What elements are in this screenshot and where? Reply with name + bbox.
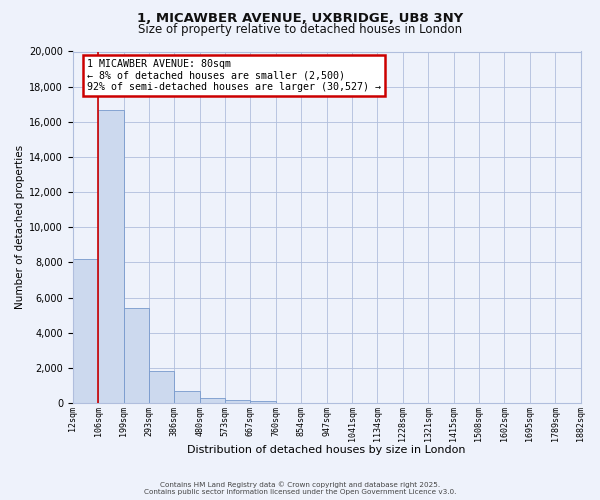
Text: Size of property relative to detached houses in London: Size of property relative to detached ho… bbox=[138, 22, 462, 36]
Text: Contains HM Land Registry data © Crown copyright and database right 2025.: Contains HM Land Registry data © Crown c… bbox=[160, 481, 440, 488]
Text: 1 MICAWBER AVENUE: 80sqm
← 8% of detached houses are smaller (2,500)
92% of semi: 1 MICAWBER AVENUE: 80sqm ← 8% of detache… bbox=[87, 58, 381, 92]
Text: Contains public sector information licensed under the Open Government Licence v3: Contains public sector information licen… bbox=[144, 489, 456, 495]
Bar bbox=[250, 402, 276, 403]
Bar bbox=[175, 391, 200, 403]
Bar bbox=[225, 400, 250, 403]
Bar bbox=[200, 398, 225, 403]
Text: 1, MICAWBER AVENUE, UXBRIDGE, UB8 3NY: 1, MICAWBER AVENUE, UXBRIDGE, UB8 3NY bbox=[137, 12, 463, 26]
Y-axis label: Number of detached properties: Number of detached properties bbox=[15, 145, 25, 310]
Bar bbox=[124, 308, 149, 403]
Bar bbox=[73, 259, 98, 403]
Bar bbox=[149, 372, 175, 403]
Bar bbox=[98, 110, 124, 403]
X-axis label: Distribution of detached houses by size in London: Distribution of detached houses by size … bbox=[187, 445, 466, 455]
